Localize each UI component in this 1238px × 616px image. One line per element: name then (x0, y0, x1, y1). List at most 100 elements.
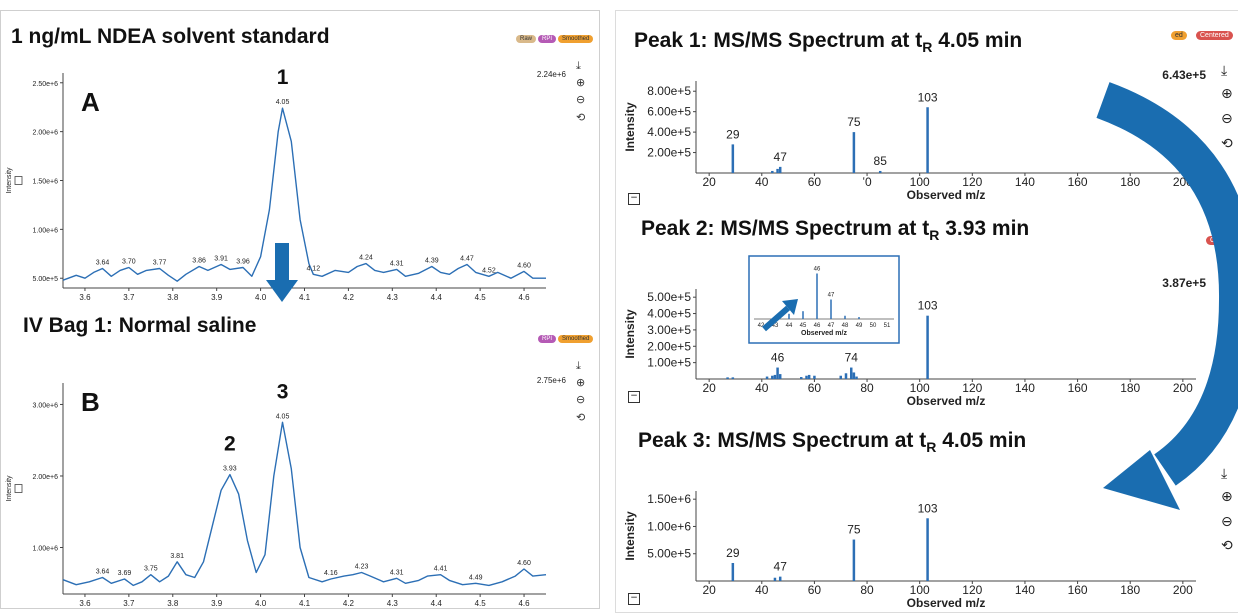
y-tick-label: 5.00e+5 (647, 547, 691, 561)
peak-label: 4.60 (517, 560, 531, 567)
x-tick-label: 60 (808, 381, 822, 395)
download-icon[interactable]: ⤓ (1221, 466, 1228, 482)
x-tick-label: 20 (702, 583, 716, 597)
inset-arrow-shaft (762, 305, 790, 332)
download-icon[interactable]: ⤓ (576, 359, 581, 372)
spectrum-1-title-main: Peak 1: MS/MS Spectrum at t (634, 29, 923, 52)
x-tick-label: 4.1 (299, 293, 311, 302)
download-icon[interactable]: ⤓ (576, 59, 581, 72)
inset-x-tick-label: 44 (786, 323, 793, 329)
inset-x-tick-label: 48 (842, 323, 849, 329)
peak-label: 46 (771, 351, 785, 365)
zoom-in-icon[interactable]: ⊕ (576, 376, 586, 389)
y-tick-label: 2.50e+6 (33, 81, 59, 88)
peak-label: 4.12 (306, 265, 320, 272)
peak-label: 4.49 (469, 574, 483, 581)
peak-label: 4.24 (359, 255, 373, 262)
chromatogram-a-title: 1 ng/mL NDEA solvent standard (11, 25, 330, 48)
download-icon[interactable]: ⤓ (1221, 261, 1228, 277)
x-tick-label: 200 (1173, 583, 1193, 597)
peak-label: 3.77 (153, 259, 167, 266)
x-tick-label: 4.3 (387, 599, 399, 608)
smoothed-tag-partial[interactable]: ed (1171, 31, 1187, 40)
zoom-out-icon[interactable]: ⊖ (1221, 111, 1233, 127)
peak-label: 4.31 (390, 260, 404, 267)
peak-label: 85 (874, 154, 888, 168)
x-tick-label: 160 (1068, 583, 1088, 597)
y-axis-toggle (14, 484, 23, 493)
inset-x-tick-label: 51 (884, 323, 891, 329)
y-axis-label: Intensity (6, 167, 13, 194)
inset-x-tick-label: 50 (870, 323, 877, 329)
x-tick-label: 4.2 (343, 599, 355, 608)
inset-x-axis-label: Observed m/z (801, 330, 847, 337)
inset-x-tick-label: 47 (828, 323, 835, 329)
reset-icon[interactable]: ⟲ (576, 411, 586, 424)
x-tick-label: 120 (962, 583, 982, 597)
reset-icon[interactable]: ⟲ (1221, 538, 1233, 554)
max-intensity-label: 2.24e+6 (537, 70, 567, 79)
zoom-in-icon[interactable]: ⊕ (1221, 86, 1233, 102)
zoom-out-icon[interactable]: ⊖ (1221, 514, 1233, 530)
chromatogram-trace (62, 107, 546, 282)
max-intensity-label: 2.75e+6 (537, 376, 567, 385)
zoom-in-icon[interactable]: ⊕ (576, 76, 586, 89)
spectrum-2-title: Peak 2: MS/MS Spectrum at tR 3.93 min (641, 217, 1029, 243)
peak-label: 47 (774, 150, 788, 164)
inset-x-tick-label: 46 (814, 323, 821, 329)
download-icon[interactable]: ⤓ (1221, 63, 1228, 79)
y-tick-label: 2.00e+6 (33, 474, 59, 481)
x-tick-label: 4.1 (299, 599, 311, 608)
smoothed-tag-b[interactable]: Smoothed (558, 335, 594, 343)
y-tick-label: 1.50e+6 (647, 492, 691, 506)
x-tick-label: 140 (1015, 583, 1035, 597)
y-axis-label: Intensity (6, 475, 13, 502)
x-tick-label: 4.3 (387, 293, 399, 302)
x-tick-label: 3.9 (211, 293, 223, 302)
spectra-panel: Peak 1: MS/MS Spectrum at tR 4.05 min ed… (615, 10, 1238, 613)
zoom-in-icon[interactable]: ⊕ (1221, 489, 1233, 505)
peak-label: 3.64 (96, 569, 110, 576)
collapse-toggle[interactable]: − (628, 391, 640, 403)
inset-x-tick-label: 43 (772, 323, 779, 329)
inset-peak-label: 47 (828, 293, 835, 299)
peak-label: 29 (726, 127, 740, 141)
centered-tag[interactable]: Centered (1196, 31, 1233, 40)
collapse-toggle[interactable]: − (628, 193, 640, 205)
chromatogram-panel: 1 ng/mL NDEA solvent standard Raw RPI Sm… (0, 10, 600, 609)
collapse-toggle[interactable]: − (628, 593, 640, 605)
x-tick-label: ʽ0 (862, 175, 872, 189)
zoom-in-icon[interactable]: ⊕ (1221, 286, 1233, 302)
zoom-out-icon[interactable]: ⊖ (1221, 314, 1233, 330)
x-tick-label: 200 (1173, 381, 1193, 395)
zoom-out-icon[interactable]: ⊖ (576, 393, 586, 406)
spectrum-1-title-end: 4.05 min (932, 29, 1023, 52)
spectrum-3-title-main: Peak 3: MS/MS Spectrum at t (638, 429, 927, 452)
rpi-tag-b[interactable]: RPI (538, 335, 557, 343)
reset-icon[interactable]: ⟲ (1221, 136, 1233, 152)
x-axis-label: Observed m/z (907, 596, 986, 610)
x-tick-label: 4.5 (475, 599, 487, 608)
chromatogram-a-chart: 3.6 3.7 3.8 3.9 4.0 4.1 4.2 4.3 4.4 4.5 4.6 5.00e+5… (6, 66, 567, 302)
y-tick-label: 1.00e+5 (647, 356, 691, 370)
peak-label: 3.64 (96, 259, 110, 266)
inset-peak-label: 46 (814, 267, 821, 273)
smoothed-tag[interactable]: Smoothed (558, 35, 594, 43)
reset-icon[interactable]: ⟲ (1221, 341, 1233, 357)
reset-icon[interactable]: ⟲ (576, 111, 586, 124)
spectrum-3-chart: 20 40 60 80 100 120 140 160 180 200 5.00e+5 1.00e+6… (623, 491, 1196, 610)
peak-number: 2 (224, 433, 236, 456)
raw-tag[interactable]: Raw (516, 35, 537, 43)
x-tick-label: 20 (702, 381, 716, 395)
y-tick-label: 1.00e+6 (33, 546, 59, 553)
centered-tag[interactable]: Centered (1206, 236, 1238, 245)
peak-label: 4.31 (390, 569, 404, 576)
zoom-out-icon[interactable]: ⊖ (576, 93, 586, 106)
inset-arrow (762, 299, 798, 332)
x-tick-label: 40 (755, 175, 769, 189)
rpi-tag[interactable]: RPI (538, 35, 557, 43)
peak-label: 75 (847, 115, 861, 129)
y-tick-label: 5.00e+5 (33, 276, 59, 283)
x-tick-label: 4.0 (255, 599, 267, 608)
